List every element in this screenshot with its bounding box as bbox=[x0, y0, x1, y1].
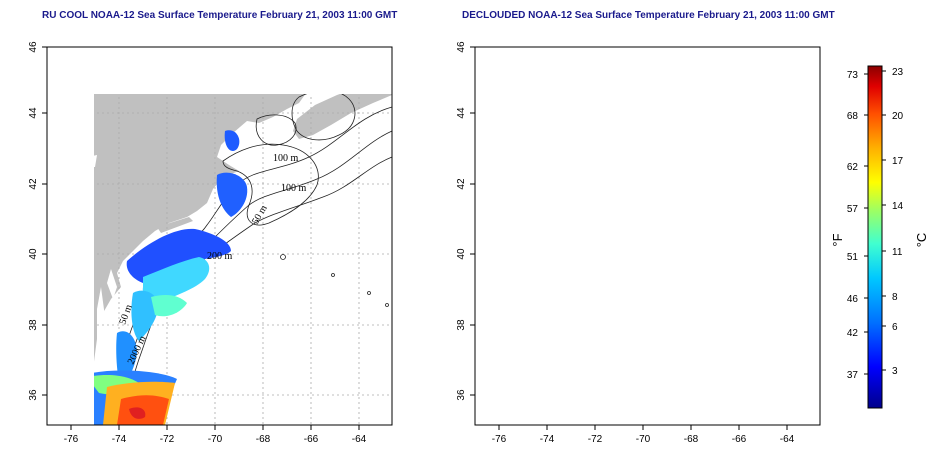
left-label-100m-b: 100 m bbox=[281, 183, 307, 194]
fahrenheit-tick: 68 bbox=[847, 111, 859, 122]
right-x-tick: -74 bbox=[540, 434, 555, 445]
left-map-frame bbox=[46, 46, 393, 426]
celsius-tick: 3 bbox=[892, 366, 898, 377]
fahrenheit-tick: 51 bbox=[847, 252, 859, 263]
left-y-ticks: 36 38 40 42 44 46 bbox=[28, 41, 39, 401]
celsius-tick: 8 bbox=[892, 292, 898, 303]
colorbar-celsius-label: °C bbox=[914, 233, 929, 248]
right-panel-title: DECLOUDED NOAA-12 Sea Surface Temperatur… bbox=[462, 10, 835, 21]
left-map-panel: 100 m 100 m 50 m 200 m 50 m 2000 m -76 -… bbox=[28, 41, 393, 445]
right-y-tick: 38 bbox=[456, 319, 467, 331]
right-x-tick: -64 bbox=[780, 434, 795, 445]
left-y-tick: 40 bbox=[28, 248, 39, 260]
left-x-tick: -66 bbox=[304, 434, 319, 445]
left-panel-title: RU COOL NOAA-12 Sea Surface Temperature … bbox=[42, 10, 398, 21]
right-label-100m-b: 100 m bbox=[709, 183, 735, 194]
right-sst-field bbox=[483, 130, 675, 415]
celsius-tick: 11 bbox=[892, 247, 903, 258]
left-x-tick: -74 bbox=[112, 434, 127, 445]
fahrenheit-tick: 46 bbox=[847, 294, 859, 305]
colorbar-gradient bbox=[867, 65, 883, 409]
left-x-ticks: -76 -74 -72 -70 -68 -66 -64 bbox=[64, 434, 367, 445]
fahrenheit-tick: 37 bbox=[847, 370, 859, 381]
right-label-200m: 200 m bbox=[635, 251, 661, 262]
celsius-tick: 14 bbox=[892, 201, 904, 212]
left-y-tick: 42 bbox=[28, 178, 39, 190]
left-x-tick: -70 bbox=[208, 434, 223, 445]
left-label-200m: 200 m bbox=[207, 251, 233, 262]
colorbar-celsius-ticks: 23 20 17 14 11 8 6 3 bbox=[892, 67, 904, 377]
right-label-50m: 50 m bbox=[678, 203, 698, 226]
right-map-panel: 100 m 100 m 50 m 200 m 50 m 2000 m -76 -… bbox=[456, 41, 821, 445]
colorbar-fahrenheit-label: °F bbox=[830, 233, 845, 246]
colorbar-tick-marks bbox=[864, 70, 886, 375]
right-x-tick: -76 bbox=[492, 434, 507, 445]
right-y-ticks: 36 38 40 42 44 46 bbox=[456, 41, 467, 401]
celsius-tick: 23 bbox=[892, 67, 904, 78]
celsius-tick: 20 bbox=[892, 111, 904, 122]
right-label-50m-b: 50 m bbox=[545, 303, 562, 326]
colorbar: 73 68 62 57 51 46 42 37 23 20 17 14 11 8… bbox=[830, 65, 929, 409]
fahrenheit-tick: 73 bbox=[847, 70, 859, 81]
left-y-tick: 38 bbox=[28, 319, 39, 331]
left-x-tick: -72 bbox=[160, 434, 175, 445]
celsius-tick: 6 bbox=[892, 322, 898, 333]
fahrenheit-tick: 62 bbox=[847, 162, 859, 173]
left-sst-field bbox=[94, 130, 248, 425]
right-x-ticks: -76 -74 -72 -70 -68 -66 -64 bbox=[492, 434, 795, 445]
fahrenheit-tick: 42 bbox=[847, 328, 859, 339]
left-y-tick: 44 bbox=[28, 107, 39, 119]
right-x-tick: -70 bbox=[636, 434, 651, 445]
right-y-tick: 40 bbox=[456, 248, 467, 260]
right-label-2000m: 2000 m bbox=[554, 334, 577, 366]
right-y-tick: 42 bbox=[456, 178, 467, 190]
left-x-tick-marks bbox=[42, 46, 360, 430]
right-map-frame bbox=[474, 46, 821, 426]
left-y-tick: 46 bbox=[28, 41, 39, 53]
left-x-tick: -64 bbox=[352, 434, 367, 445]
left-x-tick: -68 bbox=[256, 434, 271, 445]
right-y-tick: 46 bbox=[456, 41, 467, 53]
celsius-tick: 17 bbox=[892, 156, 904, 167]
right-y-tick: 44 bbox=[456, 107, 467, 119]
left-label-100m-a: 100 m bbox=[273, 153, 299, 164]
colorbar-fahrenheit-ticks: 73 68 62 57 51 46 42 37 bbox=[847, 70, 859, 381]
right-x-tick: -72 bbox=[588, 434, 603, 445]
fahrenheit-tick: 57 bbox=[847, 204, 859, 215]
right-x-tick: -68 bbox=[684, 434, 699, 445]
right-x-tick: -66 bbox=[732, 434, 747, 445]
right-x-tick-marks bbox=[470, 46, 788, 430]
right-y-tick: 36 bbox=[456, 389, 467, 401]
right-label-100m-a: 100 m bbox=[701, 153, 727, 164]
left-y-tick: 36 bbox=[28, 389, 39, 401]
left-x-tick: -76 bbox=[64, 434, 79, 445]
